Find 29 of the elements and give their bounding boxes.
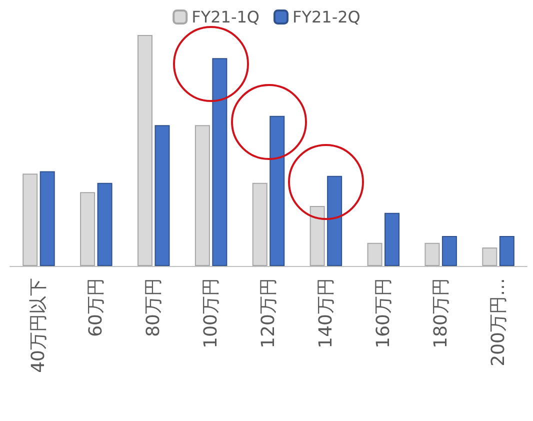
bar [270, 116, 285, 266]
bar [424, 242, 440, 266]
x-tick-label: 200万円… [488, 278, 509, 366]
bar [137, 35, 152, 266]
x-tick-label: 80万円 [143, 278, 164, 337]
x-tick-label: 100万円 [200, 278, 222, 348]
bar [194, 125, 210, 266]
x-tick-label: 120万円 [258, 278, 279, 348]
bar [367, 242, 382, 266]
legend-label: FY21-2Q [292, 8, 360, 26]
bar [482, 248, 498, 266]
x-tick-label: 40万円以下 [28, 278, 50, 373]
x-tick-label: 60万円 [86, 278, 107, 337]
bar [327, 176, 342, 266]
legend-label: FY21-1Q [192, 8, 260, 26]
bar [310, 206, 325, 266]
bar [212, 58, 228, 266]
bar [40, 171, 55, 266]
x-tick-label: 140万円 [315, 278, 336, 348]
bar [22, 174, 38, 266]
x-tick-label: 160万円 [372, 278, 394, 348]
bar [499, 236, 514, 266]
bar [442, 236, 457, 266]
bar [384, 212, 400, 266]
bar [252, 182, 268, 266]
bar [80, 192, 96, 266]
x-tick-label: 180万円 [430, 278, 452, 348]
bar [154, 125, 170, 266]
bar [97, 182, 112, 266]
